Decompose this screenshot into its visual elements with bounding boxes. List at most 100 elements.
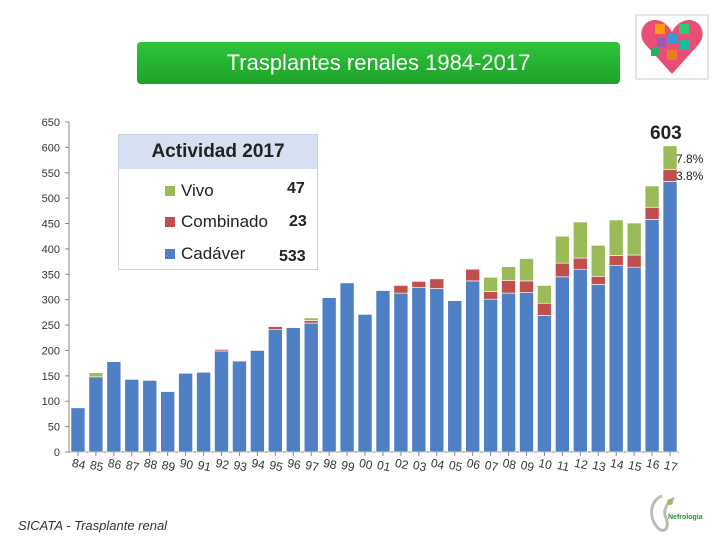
bar-cadaver-92 [214,350,229,453]
y-tick-label: 50 [48,422,60,434]
bar-combinado-02 [393,285,409,294]
bar-vivo-09 [519,258,534,282]
legend-label-vivo: Vivo [181,181,214,200]
x-tick-label: 90 [178,456,194,473]
bar-combinado-04 [429,278,445,289]
legend-swatch-vivo [165,186,175,196]
bar-cadaver-03 [411,287,427,453]
bar-vivo-85 [88,372,104,378]
bar-cadaver-91 [196,371,211,453]
bar-vivo-12 [573,221,588,259]
bar-cadaver-87 [124,379,140,453]
bar-cadaver-08 [501,292,516,453]
bar-combinado-16 [644,206,660,220]
nephrology-logo-icon [650,494,675,532]
x-tick-label: 16 [645,456,661,473]
bar-combinado-17 [662,169,678,182]
bar-cadaver-99 [339,282,355,453]
bar-cadaver-95 [268,329,283,453]
x-tick-label: 15 [627,458,643,475]
x-tick-label: 13 [591,458,607,475]
bar-vivo-07 [483,277,498,292]
bar-cadaver-11 [555,276,570,453]
x-tick-label: 08 [501,456,517,473]
bar-combinado-12 [573,257,588,270]
y-tick-label: 400 [42,244,60,256]
bar-vivo-11 [555,235,570,264]
bar-cadaver-07 [483,298,498,453]
bar-cadaver-06 [465,280,480,453]
bar-cadaver-09 [519,292,534,453]
bar-cadaver-93 [232,360,247,453]
legend-swatch-cadaver [165,249,175,259]
x-tick-label: 11 [556,458,571,474]
x-tick-label: 00 [358,456,374,473]
bar-cadaver-14 [608,265,624,453]
bar-cadaver-16 [644,219,660,453]
bar-vivo-97 [303,317,319,321]
bar-vivo-15 [626,222,642,256]
legend-item-vivo: Vivo [165,180,214,202]
bar-combinado-08 [501,280,516,294]
bar-cadaver-98 [321,297,337,453]
bar-cadaver-13 [590,284,606,453]
bar-cadaver-17 [662,181,678,453]
y-tick-label: 450 [42,219,60,231]
y-tick-label: 350 [42,269,60,281]
activity-title: Actividad 2017 [119,135,317,169]
total-2017-label: 603 [650,123,682,144]
bar-combinado-10 [537,302,552,316]
y-tick-label: 300 [42,295,60,307]
x-tick-label: 14 [609,456,625,473]
chart-title: Trasplantes renales 1984-2017 [226,50,531,75]
x-tick-label: 87 [125,458,141,475]
bar-cadaver-12 [573,268,588,453]
y-tick-label: 150 [42,371,60,383]
bar-combinado-95 [268,326,283,330]
legend-label-cadaver: Cadáver [181,244,246,263]
y-tick-label: 650 [42,117,60,129]
bar-cadaver-02 [393,292,409,453]
x-tick-label: 01 [376,458,392,475]
bar-cadaver-10 [537,315,552,453]
x-tick-label: 12 [573,456,589,473]
bar-cadaver-85 [88,376,104,453]
y-tick-label: 200 [42,345,60,357]
legend-value-cadaver: 533 [279,248,306,265]
x-tick-label: 05 [448,458,464,475]
legend-label-combinado: Combinado [181,212,268,231]
x-tick-label: 97 [304,458,320,475]
bar-combinado-97 [303,320,319,324]
bar-cadaver-94 [250,350,265,453]
bar-combinado-14 [608,255,624,266]
y-tick-label: 250 [42,320,60,332]
bar-combinado-09 [519,280,534,293]
bar-cadaver-90 [178,373,193,453]
x-tick-label: 93 [232,458,248,475]
y-tick-label: 0 [54,447,60,459]
y-tick-label: 500 [42,193,60,205]
bar-cadaver-01 [375,290,391,453]
x-tick-label: 86 [107,456,123,473]
legend-value-vivo: 47 [287,180,305,197]
x-tick-label: 06 [466,456,482,473]
bar-vivo-14 [608,219,624,256]
y-tick-label: 100 [42,396,60,408]
x-tick-label: 07 [483,458,499,475]
footer-logo-text: Nefrologia [668,514,703,521]
bar-vivo-10 [537,285,552,304]
bar-combinado-06 [465,268,480,282]
bar-cadaver-15 [626,266,642,453]
legend-item-combinado: Combinado [165,211,268,233]
x-tick-label: 03 [412,458,428,475]
x-tick-label: 04 [430,456,446,473]
bar-vivo-13 [590,245,606,277]
bar-combinado-03 [411,281,427,288]
pct-vivo-label: 7.8% [676,152,704,166]
bar-vivo-08 [501,266,516,281]
x-tick-label: 09 [519,458,535,475]
bar-combinado-07 [483,291,498,300]
bar-cadaver-88 [142,380,158,453]
x-tick-label: 84 [71,456,87,473]
